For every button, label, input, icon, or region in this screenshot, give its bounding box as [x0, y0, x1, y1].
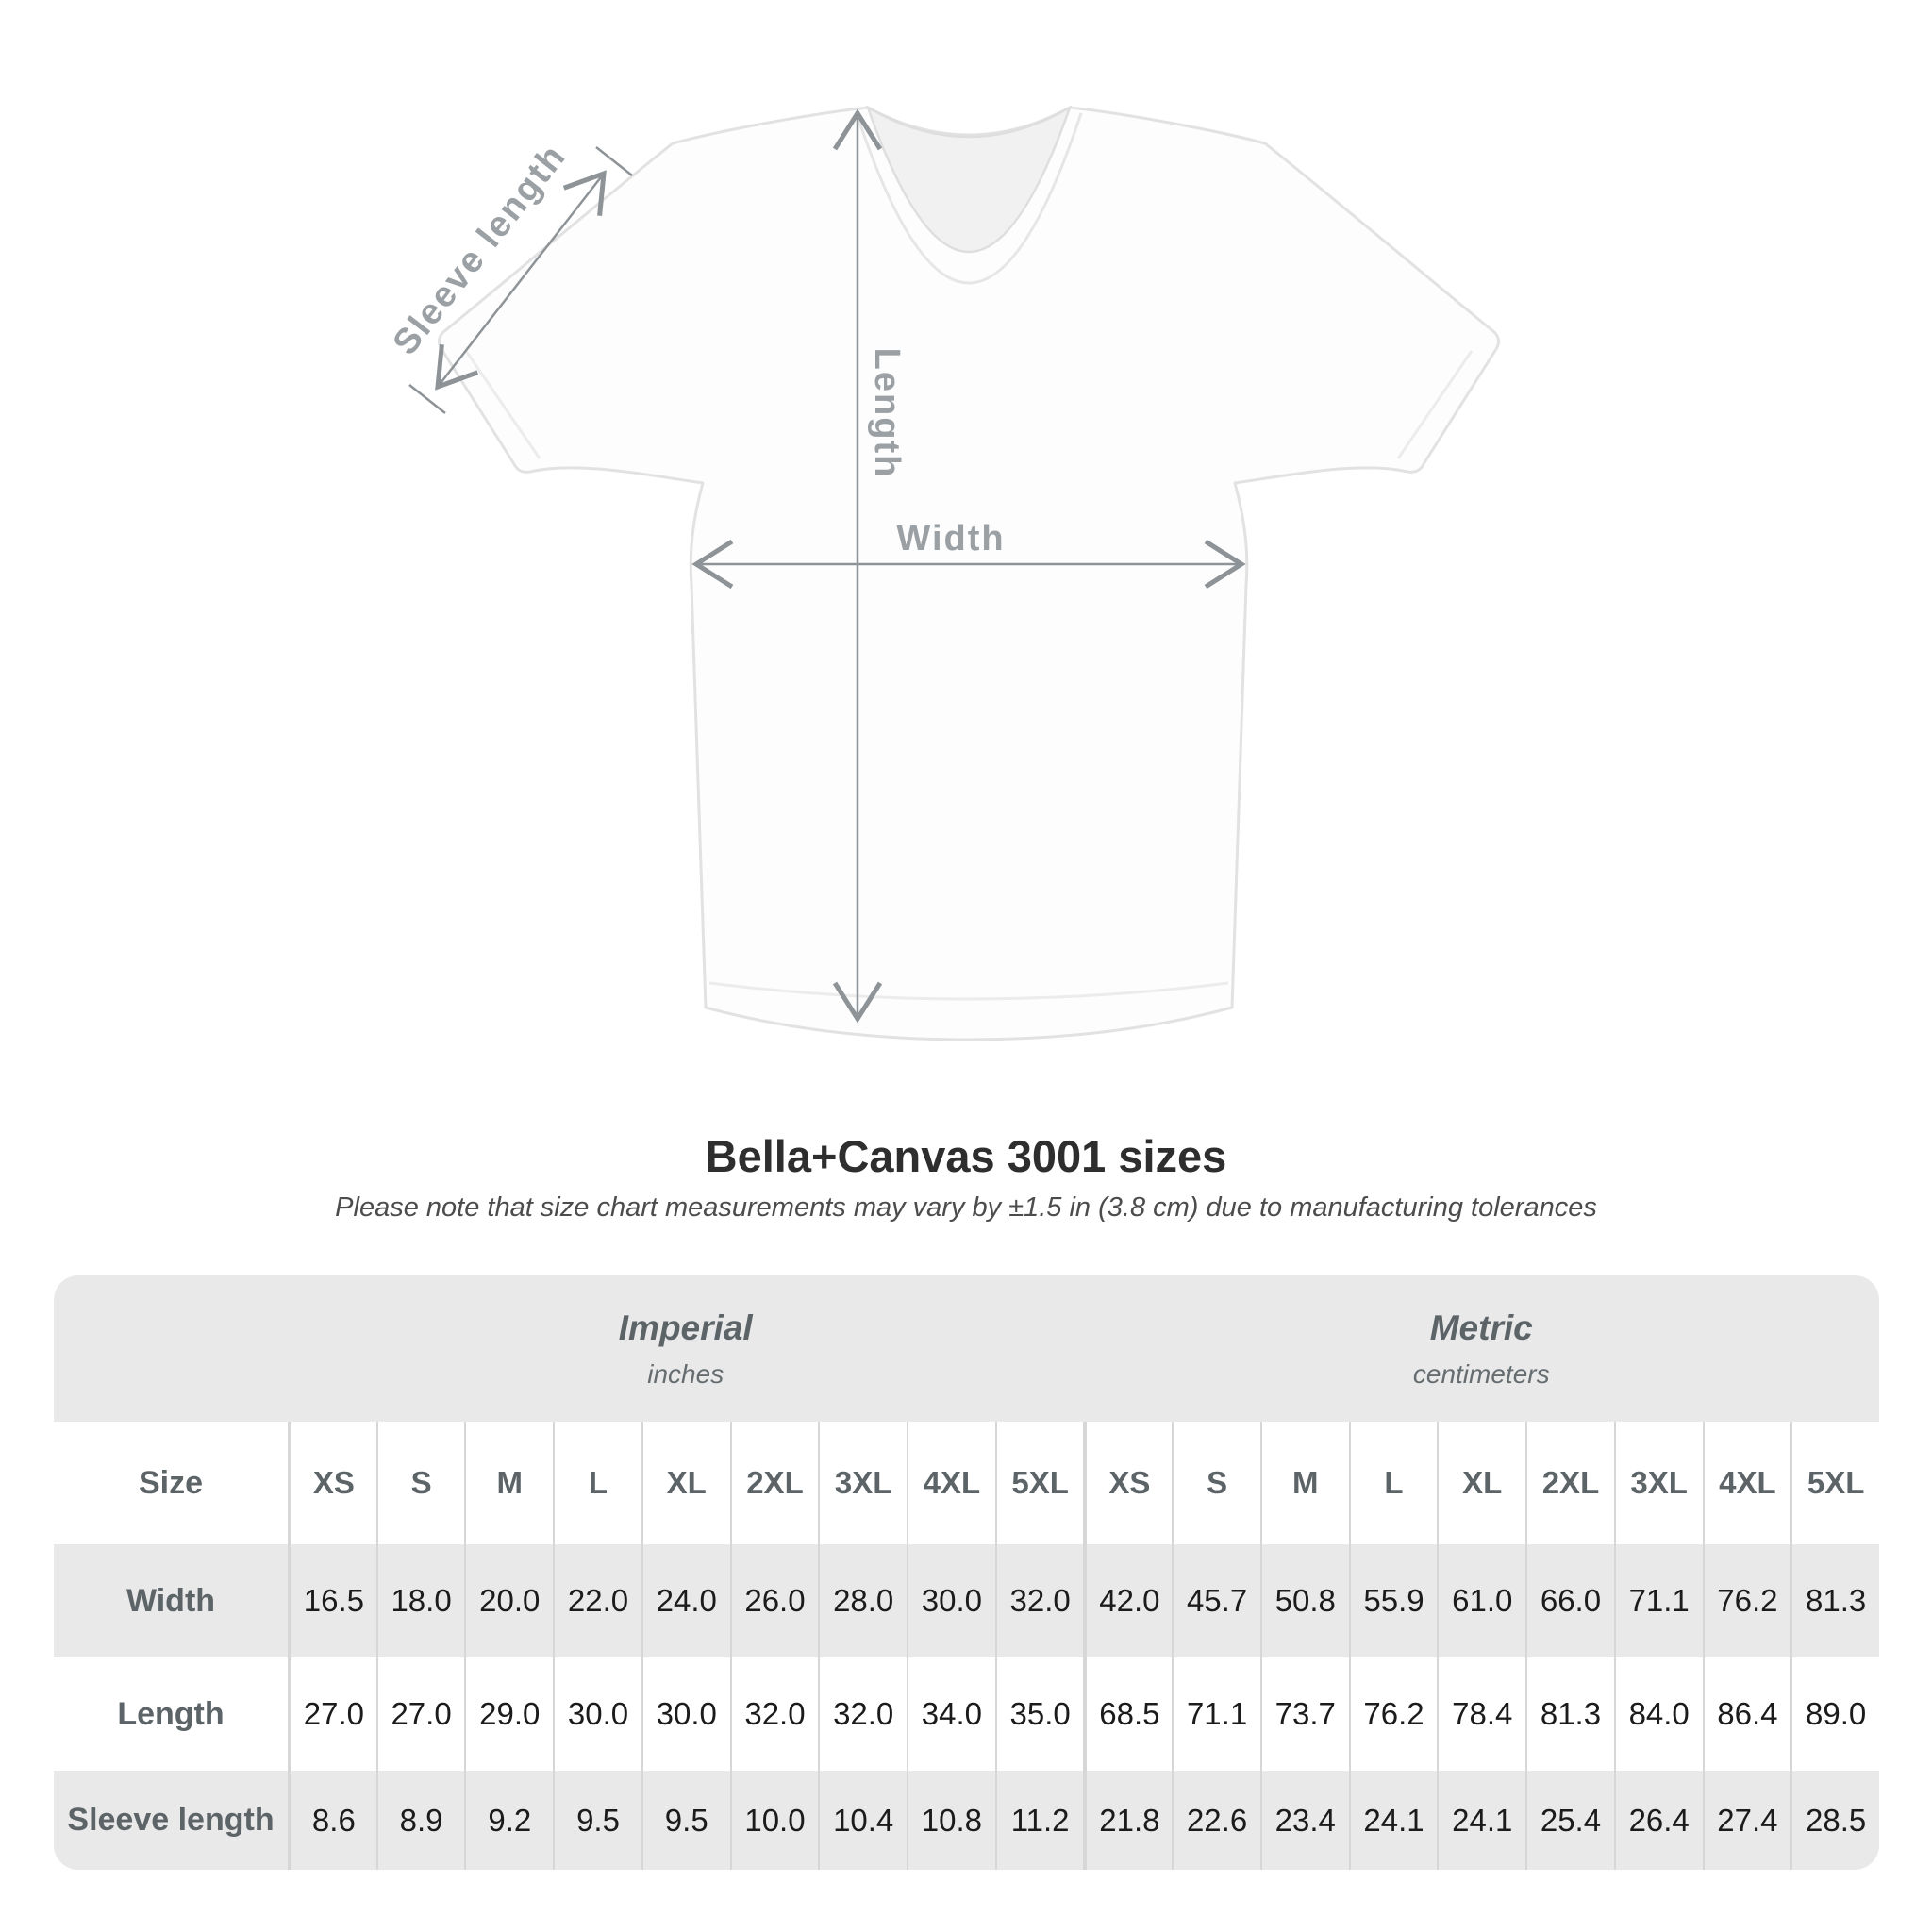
value-cell-metric: 71.1	[1613, 1544, 1703, 1657]
value-cell-imperial: 32.0	[729, 1657, 819, 1771]
size-header-imperial: XL	[641, 1422, 730, 1544]
tshirt-outline	[437, 105, 1501, 1041]
value-cell-metric: 50.8	[1259, 1544, 1349, 1657]
value-cell-imperial: 16.5	[288, 1544, 376, 1657]
value-cell-imperial: 20.0	[464, 1544, 553, 1657]
value-cell-imperial: 28.0	[818, 1544, 907, 1657]
size-header-imperial: M	[464, 1422, 554, 1544]
size-header-metric: XS	[1083, 1422, 1173, 1544]
value-cell-metric: 25.4	[1525, 1771, 1614, 1870]
value-cell-metric: 78.4	[1437, 1657, 1526, 1771]
value-cell-metric: 76.2	[1702, 1544, 1791, 1657]
row-label: Width	[125, 1582, 216, 1619]
row-label: Length	[54, 1657, 288, 1771]
sleeve-arrow-start-tick	[408, 384, 446, 414]
tolerance-note: Please note that size chart measurements…	[335, 1192, 1597, 1223]
value-cell-imperial: 18.0	[375, 1544, 465, 1657]
metric-label: Metric	[1429, 1307, 1533, 1347]
sleeve-arrow-end-tick	[595, 146, 633, 176]
size-header-imperial: 4XL	[907, 1422, 995, 1544]
value-cell-imperial: 9.5	[641, 1771, 730, 1870]
value-cell-imperial: 26.0	[729, 1544, 819, 1657]
size-header-imperial: XS	[288, 1422, 376, 1544]
value-cell-imperial: 34.0	[907, 1657, 995, 1771]
value-cell-imperial: 10.4	[818, 1771, 907, 1870]
value-cell-metric: 81.3	[1525, 1657, 1614, 1771]
metric-unit-label: centimeters	[1412, 1358, 1550, 1389]
value-cell-imperial: 8.9	[375, 1771, 465, 1870]
value-cell-metric: 21.8	[1083, 1771, 1172, 1870]
value-cell-metric: 26.4	[1613, 1771, 1703, 1870]
sleeve-length-arrow	[435, 170, 607, 391]
value-cell-metric: 42.0	[1083, 1544, 1172, 1657]
size-header-imperial: S	[375, 1422, 465, 1544]
value-cell-metric: 68.5	[1083, 1657, 1173, 1771]
size-header-metric: 5XL	[1790, 1422, 1879, 1544]
value-cell-imperial: 10.8	[907, 1771, 995, 1870]
value-cell-imperial: 32.0	[818, 1657, 908, 1771]
value-cell-imperial: 8.6	[288, 1771, 376, 1870]
size-header-imperial: L	[553, 1422, 641, 1544]
value-cell-imperial: 30.0	[641, 1657, 730, 1771]
size-header-metric: S	[1172, 1422, 1260, 1544]
size-table: Imperial inches Metric centimeters Size X…	[54, 1275, 1879, 1870]
value-cell-imperial: 29.0	[464, 1657, 554, 1771]
value-cell-imperial: 10.0	[729, 1771, 819, 1870]
value-cell-metric: 28.5	[1790, 1771, 1879, 1870]
value-cell-metric: 76.2	[1348, 1657, 1438, 1771]
value-cell-imperial: 9.2	[464, 1771, 553, 1870]
size-header-imperial: 5XL	[994, 1422, 1084, 1544]
value-cell-metric: 27.4	[1702, 1771, 1791, 1870]
metric-group-header: Metric centimeters	[1083, 1275, 1879, 1422]
size-header-metric: XL	[1437, 1422, 1526, 1544]
size-column-header: Size	[54, 1422, 288, 1544]
tshirt-illustration: Sleeve length Length Width	[386, 105, 1501, 1041]
page-title: Bella+Canvas 3001 sizes	[705, 1131, 1227, 1181]
value-cell-metric: 81.3	[1790, 1544, 1879, 1657]
tshirt-diagram: Sleeve length Length Width	[386, 105, 1501, 1041]
size-header-metric: L	[1348, 1422, 1438, 1544]
value-cell-metric: 55.9	[1348, 1544, 1438, 1657]
width-label: Width	[896, 519, 1005, 558]
value-cell-imperial: 30.0	[553, 1657, 641, 1771]
size-header-imperial: 2XL	[729, 1422, 819, 1544]
imperial-label: Imperial	[618, 1307, 753, 1347]
value-cell-metric: 66.0	[1525, 1544, 1614, 1657]
value-cell-metric: 24.1	[1437, 1771, 1525, 1870]
collar	[865, 105, 1073, 253]
row-label: Sleeve length	[67, 1802, 275, 1838]
value-cell-metric: 71.1	[1172, 1657, 1260, 1771]
value-cell-imperial: 24.0	[641, 1544, 730, 1657]
value-cell-metric: 24.1	[1348, 1771, 1438, 1870]
value-cell-metric: 22.6	[1172, 1771, 1260, 1870]
value-cell-metric: 86.4	[1702, 1657, 1791, 1771]
value-cell-metric: 45.7	[1172, 1544, 1260, 1657]
size-header-metric: 2XL	[1525, 1422, 1614, 1544]
value-cell-metric: 84.0	[1613, 1657, 1703, 1771]
value-cell-imperial: 27.0	[375, 1657, 465, 1771]
size-header-imperial: 3XL	[818, 1422, 908, 1544]
value-cell-metric: 89.0	[1790, 1657, 1879, 1771]
table-corner-blank	[54, 1275, 288, 1422]
value-cell-imperial: 22.0	[553, 1544, 641, 1657]
imperial-unit-label: inches	[647, 1358, 724, 1389]
value-cell-imperial: 30.0	[907, 1544, 995, 1657]
value-cell-imperial: 11.2	[994, 1771, 1084, 1870]
size-header-metric: M	[1259, 1422, 1349, 1544]
value-cell-imperial: 35.0	[994, 1657, 1084, 1771]
value-cell-imperial: 32.0	[994, 1544, 1084, 1657]
value-cell-metric: 23.4	[1259, 1771, 1349, 1870]
size-header-metric: 3XL	[1613, 1422, 1703, 1544]
size-header-metric: 4XL	[1702, 1422, 1791, 1544]
measurement-arrows	[408, 108, 1246, 1024]
value-cell-metric: 61.0	[1437, 1544, 1525, 1657]
value-cell-imperial: 9.5	[553, 1771, 641, 1870]
imperial-group-header: Imperial inches	[288, 1275, 1083, 1422]
length-label: Length	[867, 348, 907, 479]
value-cell-imperial: 27.0	[288, 1657, 376, 1771]
value-cell-metric: 73.7	[1259, 1657, 1349, 1771]
